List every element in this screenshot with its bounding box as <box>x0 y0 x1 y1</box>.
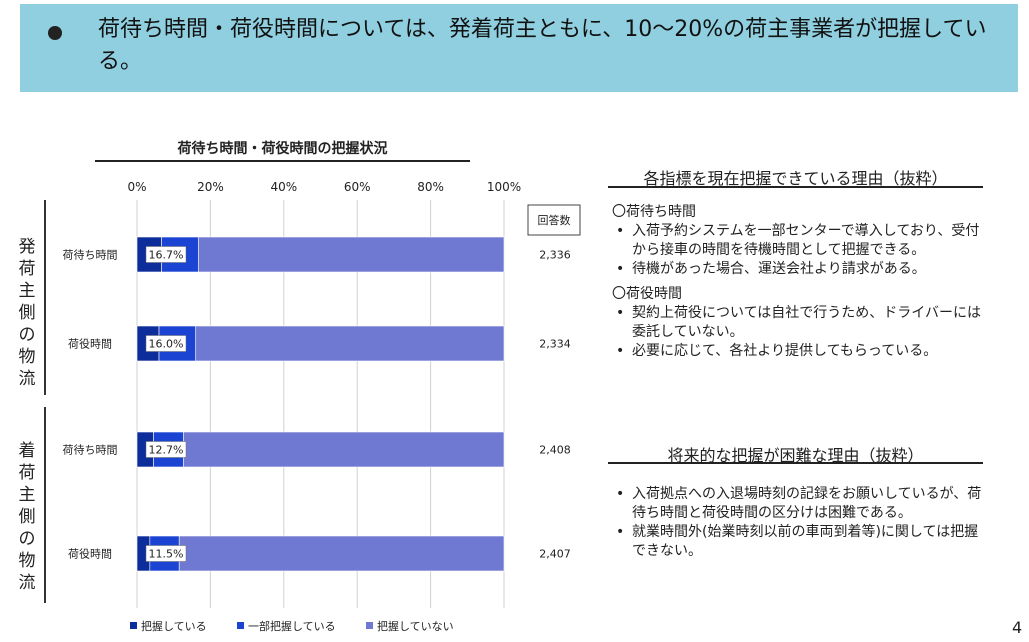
chart-title-underline <box>95 160 470 162</box>
page-number: 4 <box>1012 618 1023 637</box>
x-tick-label: 40% <box>270 180 297 194</box>
difficulty-heading: 将来的な把握が困難な理由（抜粋） <box>667 446 924 465</box>
response-header-box <box>527 204 581 236</box>
response-count: 2,408 <box>539 444 571 457</box>
difficulty-heading-underline <box>608 462 983 464</box>
response-count: 2,407 <box>539 548 571 561</box>
data-label-box <box>145 246 187 263</box>
category-label: 荷待ち時間 <box>63 248 118 262</box>
bar-segment <box>178 535 505 572</box>
bar-segment <box>183 431 505 468</box>
bar-segment <box>195 325 505 362</box>
category-label: 荷待ち時間 <box>63 443 118 457</box>
bar-segment <box>197 236 505 273</box>
response-header: 回答数 <box>538 213 571 227</box>
list-item: 就業時間外(始業時刻以前の車両到着等)に関しては把握できない。 <box>612 523 982 561</box>
category-label: 荷役時間 <box>68 547 112 561</box>
x-tick-label: 60% <box>344 180 371 194</box>
category-label: 荷役時間 <box>68 337 112 351</box>
reason-heading-underline <box>608 186 983 188</box>
legend-label: 一部把握している <box>248 619 336 633</box>
group-label-consignee: 着荷主側の物流 <box>18 441 36 593</box>
legend-swatch <box>237 622 244 629</box>
list-item: 入荷予約システムを一部センターで導入しており、受付から接車の時間を待機時間として… <box>612 222 982 260</box>
legend-swatch <box>130 622 137 629</box>
x-tick-label: 0% <box>127 180 146 194</box>
data-label-box <box>145 335 187 352</box>
list-item: 契約上荷役については自社で行うため、ドライバーには委託していない。 <box>612 304 982 342</box>
data-label: 12.7% <box>149 444 184 457</box>
reason-list: 〇荷待ち時間 入荷予約システムを一部センターで導入しており、受付から接車の時間を… <box>612 203 982 367</box>
data-label-box <box>145 545 187 562</box>
reason-items: 契約上荷役については自社で行うため、ドライバーには委託していない。 必要に応じて… <box>612 304 982 361</box>
group-bracket-shipper <box>44 200 46 395</box>
x-tick-label: 100% <box>487 180 521 194</box>
group-bracket-consignee <box>44 407 46 603</box>
difficulty-list: 入荷拠点への入退場時刻の記録をお願いしているが、荷待ち時間と荷役時間の区分けは困… <box>612 485 982 567</box>
difficulty-items: 入荷拠点への入退場時刻の記録をお願いしているが、荷待ち時間と荷役時間の区分けは困… <box>612 485 982 561</box>
legend-label: 把握している <box>141 619 207 633</box>
data-label: 16.7% <box>149 249 184 262</box>
group-label-shipper: 発荷主側の物流 <box>18 237 36 389</box>
bullet-icon <box>48 26 62 40</box>
reason-heading: 各指標を現在把握できている理由（抜粋） <box>643 169 948 188</box>
data-label: 11.5% <box>149 548 184 561</box>
x-tick-label: 80% <box>417 180 444 194</box>
section-title: 〇荷役時間 <box>612 286 682 302</box>
list-item: 入荷拠点への入退場時刻の記録をお願いしているが、荷待ち時間と荷役時間の区分けは困… <box>612 485 982 523</box>
response-count: 2,336 <box>539 249 571 262</box>
legend-label: 把握していない <box>377 619 454 633</box>
legend-swatch <box>366 622 373 629</box>
chart-title: 荷待ち時間・荷役時間の把握状況 <box>177 141 388 157</box>
x-tick-label: 20% <box>197 180 224 194</box>
data-label-box <box>145 441 187 458</box>
data-label: 16.0% <box>149 338 184 351</box>
list-item: 待機があった場合、運送会社より請求がある。 <box>612 260 982 279</box>
banner-text: 荷待ち時間・荷役時間については、発着荷主ともに、10～20%の荷主事業者が把握し… <box>98 17 987 74</box>
list-item: 必要に応じて、各社より提供してもらっている。 <box>612 342 982 361</box>
response-count: 2,334 <box>539 338 571 351</box>
section-title: 〇荷待ち時間 <box>612 204 696 220</box>
reason-items: 入荷予約システムを一部センターで導入しており、受付から接車の時間を待機時間として… <box>612 222 982 279</box>
header-banner: 荷待ち時間・荷役時間については、発着荷主ともに、10～20%の荷主事業者が把握し… <box>20 4 1018 92</box>
